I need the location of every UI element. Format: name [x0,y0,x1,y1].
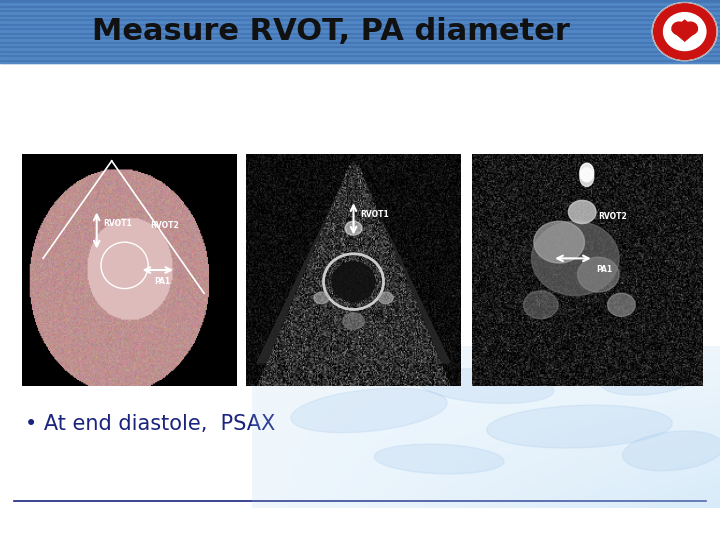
Bar [0,36,720,38]
Bar [0,27,720,29]
Circle shape [672,22,686,35]
Circle shape [664,12,706,51]
Bar [0,56,720,59]
Ellipse shape [374,444,504,474]
Bar [0,52,720,54]
Circle shape [652,3,717,60]
Bar [0,4,720,7]
Polygon shape [672,20,698,41]
Polygon shape [257,161,450,363]
Bar [0,11,720,14]
Ellipse shape [608,293,635,316]
Ellipse shape [600,361,699,395]
Ellipse shape [568,200,596,224]
Bar [0,34,720,36]
Bar [0,48,720,50]
Ellipse shape [343,313,364,329]
Text: • At end diastole,  PSAX: • At end diastole, PSAX [25,414,276,434]
Bar [0,45,720,48]
Ellipse shape [291,388,447,433]
Bar [0,21,720,23]
Ellipse shape [577,257,619,292]
Bar [0,2,720,4]
Bar [0,38,720,40]
Circle shape [654,4,716,59]
Ellipse shape [523,291,558,319]
Bar [0,23,720,25]
Bar [0,40,720,43]
Ellipse shape [623,431,720,471]
Bar [0,16,720,18]
Bar [0,43,720,45]
Ellipse shape [418,369,554,403]
Bar [0,18,720,21]
Circle shape [683,22,698,35]
Bar [0,14,720,16]
Text: PA1: PA1 [155,277,171,286]
Text: RVOT1: RVOT1 [360,210,389,219]
Ellipse shape [580,168,594,186]
Bar [0,29,720,31]
Ellipse shape [534,221,585,263]
Text: RVOT2: RVOT2 [150,221,179,230]
Bar [0,0,720,63]
Bar [0,7,720,9]
Text: Measure RVOT, PA diameter: Measure RVOT, PA diameter [92,17,570,46]
Text: RVOT2: RVOT2 [598,212,627,221]
Bar [0,50,720,52]
Ellipse shape [332,262,375,301]
Ellipse shape [531,221,619,295]
Bar [0,25,720,27]
Ellipse shape [345,221,362,235]
Bar [0,54,720,56]
Text: PA1: PA1 [596,265,612,274]
Text: RVOT1: RVOT1 [103,219,132,228]
Bar [0,0,720,2]
Ellipse shape [580,163,594,182]
Ellipse shape [487,405,672,448]
Bar [0,59,720,61]
Ellipse shape [314,292,329,303]
Bar [0,9,720,11]
Ellipse shape [378,292,393,303]
Bar [0,61,720,63]
Bar [0,31,720,34]
